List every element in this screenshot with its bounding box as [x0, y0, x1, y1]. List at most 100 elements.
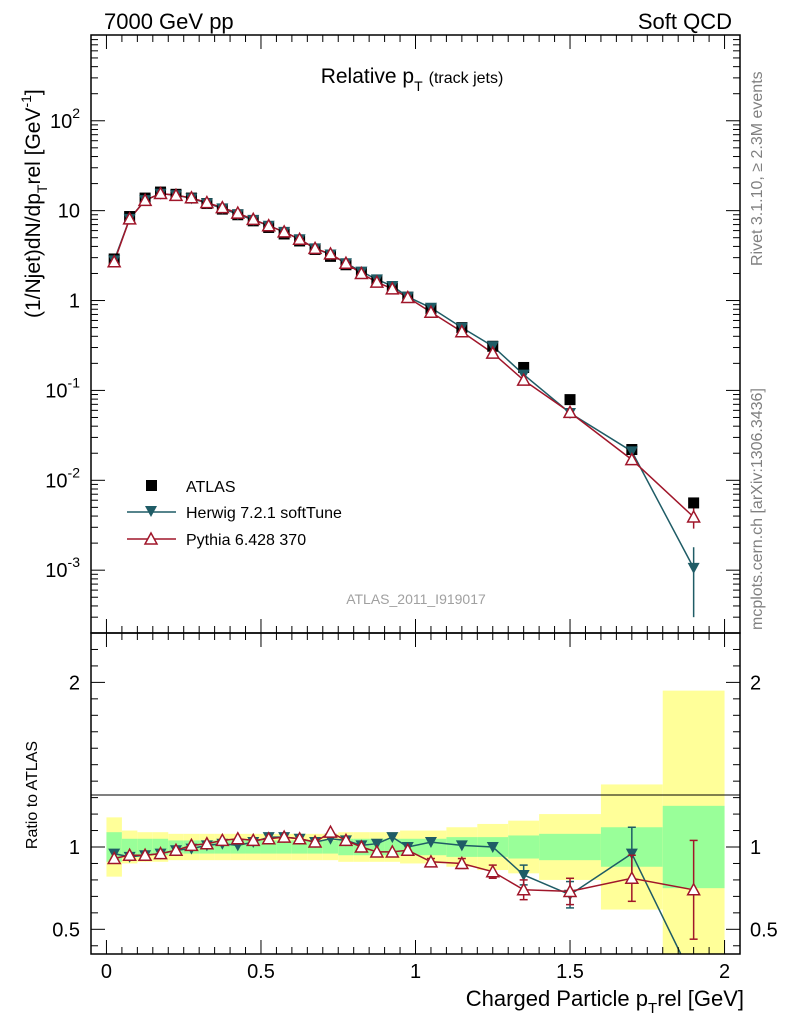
ratio-point-herwig [486, 842, 499, 853]
ratio-point-pythia [385, 844, 400, 858]
data-point-pythia [276, 224, 292, 238]
y-tick-label-upper: 10-1 [45, 374, 80, 402]
ratio-point-pythia [261, 831, 276, 845]
x-axis-label: Charged Particle pTrel [GeV] [466, 986, 744, 1017]
series-line-2 [113, 192, 695, 518]
lower-panel: 0.5 0.5 1 1 2 2 0 0.5 1 1.5 2 Ratio to ATLAS [24, 632, 778, 983]
ratio-point-pythia [485, 864, 501, 878]
data-point-pythia [423, 304, 439, 319]
data-point-pythia [562, 404, 578, 419]
xlabel-part2: rel [GeV] [657, 986, 744, 1011]
ratio-point-pythia [106, 850, 122, 865]
ratio-point-pythia [307, 834, 323, 848]
y-tick-exponent: -2 [68, 464, 81, 480]
xlabel-part1: Charged Particle p [466, 986, 648, 1011]
x-tick-label: 1.5 [556, 961, 584, 983]
ratio-point-pythia [184, 837, 199, 852]
legend-marker-pythia [143, 531, 159, 545]
header-right: Soft QCD [638, 9, 732, 34]
y-tick-exponent: 2 [72, 105, 80, 121]
data-point-atlas [564, 394, 576, 406]
data-point-pythia [106, 254, 122, 268]
data-point-pythia [230, 205, 246, 219]
data-point-pythia [307, 240, 323, 255]
data-point-pythia [400, 289, 416, 304]
ratio-point-pythia [245, 832, 261, 847]
xlabel-sub: T [648, 1000, 657, 1017]
data-point-pythia [454, 324, 470, 338]
y-tick-label-upper: 10 [58, 201, 80, 223]
ylabel-sup: -1 [18, 95, 34, 108]
plot-title-sub: T [414, 78, 423, 94]
x-tick-label: 1 [410, 961, 421, 983]
legend-label-pythia: Pythia 6.428 370 [186, 532, 306, 549]
ratio-point-pythia [400, 842, 416, 857]
data-point-pythia [215, 200, 230, 214]
x-tick-label: 2 [719, 961, 730, 983]
ratio-point-pythia [153, 846, 168, 860]
analysis-id: ATLAS_2011_I919017 [346, 591, 486, 607]
ratio-point-pythia [323, 824, 338, 838]
y-tick-exponent: -1 [68, 374, 81, 390]
legend-marker-herwig [145, 506, 157, 517]
ylabel-part3: ] [22, 89, 45, 95]
plot-title-note: (track jets) [429, 70, 504, 87]
ratio-point-pythia [423, 854, 439, 868]
legend-label-atlas: ATLAS [186, 479, 236, 496]
uncertainty-band-inner [508, 835, 540, 859]
y-axis-label-lower: Ratio to ATLAS [24, 741, 41, 849]
y-tick-base: 10 [45, 380, 67, 402]
data-point-atlas [518, 361, 530, 373]
ratio-point-herwig [455, 840, 468, 852]
ratio-point-pythia [168, 842, 184, 857]
plot-title: Relative pT (track jets) [321, 65, 504, 94]
ratio-point-pythia [338, 832, 354, 847]
ratio-point-pythia [369, 844, 385, 858]
data-point-pythia [184, 190, 199, 204]
plot-title-main: Relative p [321, 65, 414, 88]
y-axis-label-upper: (1/Njet)dN/dpTrel [GeV-1] [18, 89, 50, 318]
legend: ATLAS Herwig 7.2.1 softTune Pythia 6.428… [127, 479, 342, 549]
ratio-point-pythia [122, 847, 137, 861]
ratio-tick-label-right: 1 [750, 837, 761, 859]
y-tick-label-upper: 10-3 [45, 554, 80, 582]
ratio-tick-label-left: 1 [69, 837, 80, 859]
data-point-pythia [338, 255, 354, 269]
data-point-pythia [369, 274, 385, 288]
ratio-point-pythia [215, 832, 230, 847]
legend-marker-atlas [146, 480, 157, 491]
ratio-point-pythia [230, 831, 246, 845]
uncertainty-band-inner [539, 833, 601, 861]
ratio-tick-label-left: 2 [69, 672, 80, 694]
y-tick-label-upper: 102 [50, 105, 80, 133]
data-point-pythia [516, 372, 531, 386]
x-tick-label: 0 [101, 961, 112, 983]
ratio-point-pythia [199, 836, 215, 850]
data-point-pythia [624, 452, 640, 466]
ratio-tick-label-right: 0.5 [750, 919, 778, 941]
y-tick-base: 10 [45, 560, 67, 582]
ratio-point-pythia [454, 855, 470, 870]
uncertainty-band-inner [121, 838, 138, 856]
ratio-point-pythia [624, 870, 640, 885]
header-left: 7000 GeV pp [104, 9, 234, 34]
data-point-pythia [137, 192, 153, 207]
y-tick-label-upper: 1 [69, 291, 80, 313]
data-point-pythia [686, 509, 701, 523]
ylabel-part1: (1/Njet)dN/dp [22, 193, 45, 318]
data-point-pythia [323, 246, 338, 260]
x-tick-label: 0.5 [247, 961, 275, 983]
y-tick-exponent: -3 [68, 554, 81, 570]
ratio-point-herwig [625, 848, 638, 860]
ratio-point-pythia [276, 829, 292, 843]
uncertainty-band-inner [276, 840, 292, 854]
ratio-point-herwig [517, 869, 530, 881]
ylabel-sub: T [34, 184, 50, 193]
ratio-point-herwig [370, 838, 383, 850]
ratio-point-pythia [562, 883, 578, 898]
data-point-pythia [245, 211, 261, 226]
ylabel-part2: rel [GeV [22, 108, 45, 185]
data-point-pythia [261, 218, 276, 232]
